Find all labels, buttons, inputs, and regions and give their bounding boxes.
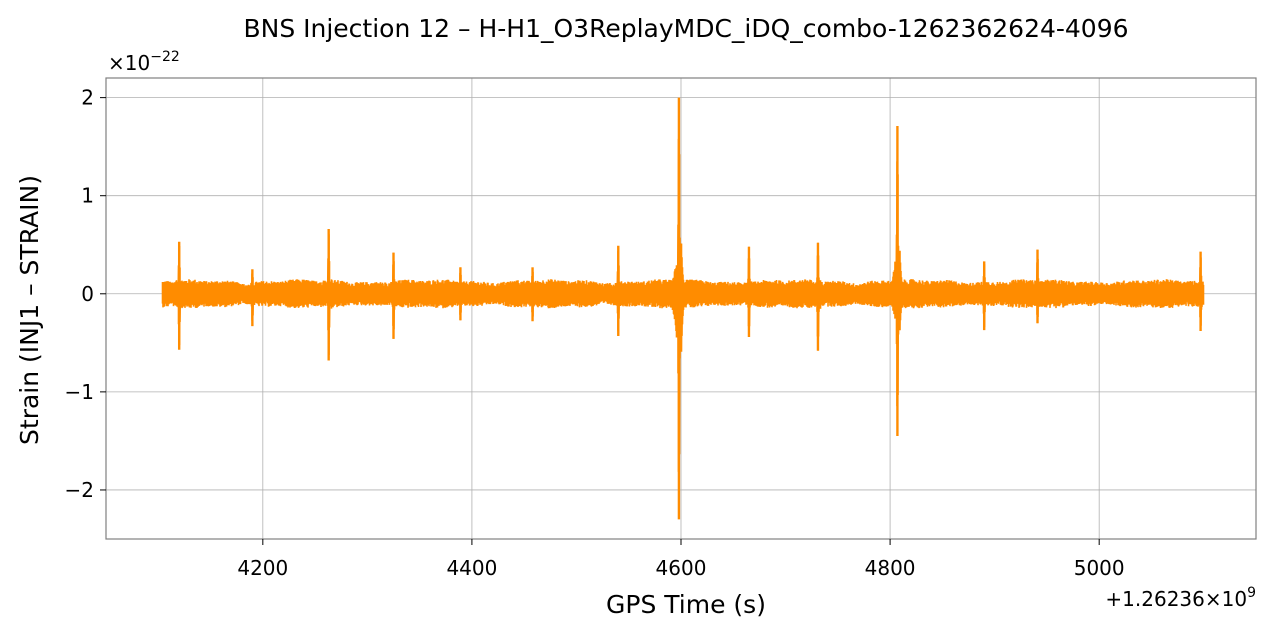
strain-series — [161, 97, 1205, 520]
y-axis-label: Strain (INJ1 – STRAIN) — [15, 175, 44, 445]
strain-trace — [161, 98, 1205, 519]
chart-title: BNS Injection 12 – H-H1_O3ReplayMDC_iDQ_… — [243, 14, 1128, 43]
x-tick-label: 4400 — [446, 556, 497, 580]
y-tick-label: 2 — [81, 86, 94, 110]
x-offset-text: +1.26236×109 — [1105, 585, 1256, 611]
x-axis-label: GPS Time (s) — [606, 590, 766, 619]
y-tick-label: 0 — [81, 282, 94, 306]
x-tick-label: 4800 — [865, 556, 916, 580]
x-tick-label: 5000 — [1074, 556, 1125, 580]
y-axis-ticks: 2 1 0 −1 −2 — [65, 86, 106, 502]
y-tick-label: −2 — [65, 478, 94, 502]
x-tick-label: 4200 — [237, 556, 288, 580]
y-axis-multiplier: ×10−22 — [108, 49, 180, 75]
x-tick-label: 4600 — [656, 556, 707, 580]
x-axis-offset: +1.26236×109 — [1105, 585, 1256, 611]
y-tick-label: −1 — [65, 380, 94, 404]
y-tick-label: 1 — [81, 184, 94, 208]
y-multiplier-text: ×10−22 — [108, 49, 180, 75]
x-axis-ticks: 4200 4400 4600 4800 5000 — [237, 539, 1125, 580]
grid-lines — [106, 78, 1256, 539]
